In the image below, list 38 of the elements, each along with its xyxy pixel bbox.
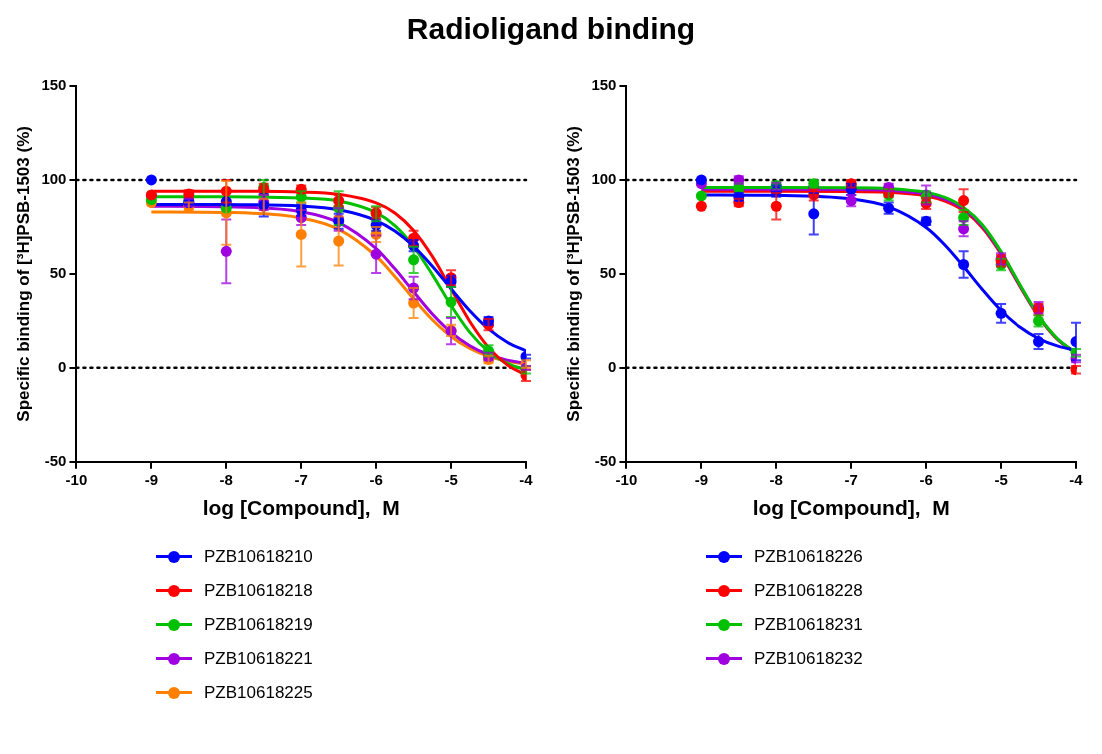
y-tick-label: 150 xyxy=(591,76,617,94)
x-tick-label: -5 xyxy=(994,470,1008,488)
legend-label: PZB10618232 xyxy=(754,649,863,669)
legend-label: PZB10618218 xyxy=(204,581,313,601)
x-axis-title: log [Compound], M xyxy=(752,496,950,520)
x-tick-label: -8 xyxy=(219,470,233,488)
x-tick-label: -9 xyxy=(694,470,709,488)
y-tick-label: 0 xyxy=(58,357,67,375)
x-tick-label: -4 xyxy=(1069,470,1084,488)
x-tick-label: -10 xyxy=(65,470,88,488)
legend-label: PZB10618226 xyxy=(754,547,863,567)
x-tick-label: -10 xyxy=(615,470,638,488)
x-tick-label: -6 xyxy=(919,470,933,488)
x-axis-title: log [Compound], M xyxy=(202,496,400,520)
x-tick-label: -9 xyxy=(144,470,159,488)
y-tick-label: -50 xyxy=(594,451,617,469)
y-axis-title: Specific binding of [³H]PSB-1503 (%) xyxy=(13,126,33,422)
y-tick-label: 50 xyxy=(49,264,67,282)
x-tick-label: -7 xyxy=(844,470,858,488)
x-tick-label: -7 xyxy=(294,470,308,488)
legend-label: PZB10618231 xyxy=(754,615,863,635)
y-tick-label: 150 xyxy=(41,76,67,94)
x-tick-label: -8 xyxy=(769,470,783,488)
legend-label: PZB10618219 xyxy=(204,615,313,635)
y-tick-label: 0 xyxy=(608,357,617,375)
x-tick-label: -4 xyxy=(519,470,534,488)
chart-title: Radioligand binding xyxy=(405,12,697,47)
y-tick-label: -50 xyxy=(44,451,67,469)
x-tick-label: -5 xyxy=(444,470,458,488)
legend-label: PZB10618210 xyxy=(204,547,313,567)
y-tick-label: 50 xyxy=(599,264,617,282)
legend-label: PZB10618228 xyxy=(754,581,863,601)
legend-label: PZB10618221 xyxy=(204,649,313,669)
x-tick-label: -6 xyxy=(369,470,383,488)
y-tick-label: 100 xyxy=(41,170,67,188)
y-axis-title: Specific binding of [³H]PSB-1503 (%) xyxy=(563,126,583,422)
legend-label: PZB10618225 xyxy=(204,683,313,703)
y-tick-label: 100 xyxy=(591,170,617,188)
